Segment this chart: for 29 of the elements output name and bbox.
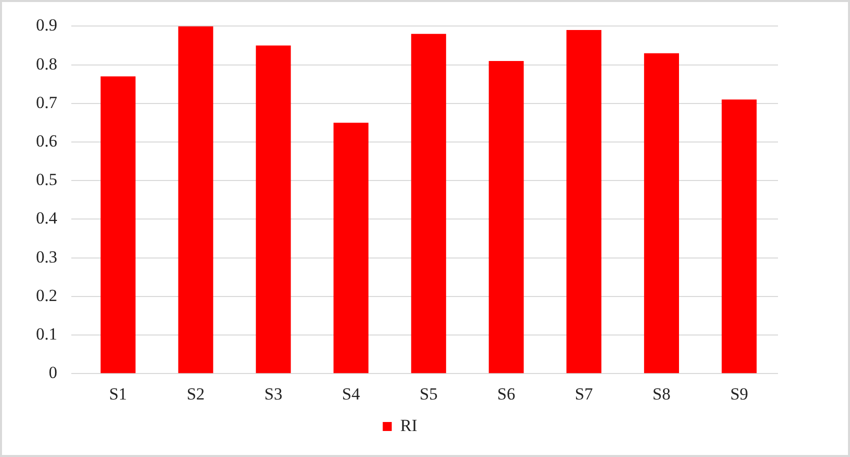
y-tick-label: 0.6 bbox=[36, 131, 58, 150]
bar bbox=[411, 34, 446, 374]
x-tick-label: S5 bbox=[420, 384, 438, 404]
bar bbox=[100, 76, 136, 374]
bar bbox=[334, 122, 368, 374]
y-tick-label: 0.5 bbox=[36, 170, 58, 190]
bar bbox=[488, 60, 524, 374]
x-tick-label: S6 bbox=[497, 384, 516, 404]
bar bbox=[644, 53, 680, 374]
y-tick-label: 0.1 bbox=[36, 324, 58, 344]
y-tick-label: 0.8 bbox=[36, 54, 58, 74]
bar bbox=[178, 26, 214, 374]
x-tick-label: S7 bbox=[574, 384, 594, 404]
y-tick-label: 0.7 bbox=[36, 92, 58, 112]
x-tick-label: S1 bbox=[109, 384, 128, 404]
x-tick-label: S9 bbox=[730, 384, 748, 404]
x-tick-label: S2 bbox=[186, 384, 205, 404]
y-tick-label: 0.3 bbox=[36, 247, 58, 266]
x-tick-label: S8 bbox=[652, 384, 671, 404]
bar bbox=[256, 46, 291, 374]
y-tick-label: 0.2 bbox=[36, 286, 58, 305]
y-tick-label: 0.4 bbox=[36, 208, 58, 228]
bar bbox=[722, 100, 757, 374]
y-tick-label: 0.9 bbox=[36, 16, 58, 35]
bar bbox=[566, 30, 602, 374]
y-tick-label: 0 bbox=[48, 363, 58, 382]
x-tick-label: S3 bbox=[264, 384, 282, 404]
legend-label: RI bbox=[400, 416, 418, 435]
x-tick-label: S4 bbox=[342, 384, 360, 404]
